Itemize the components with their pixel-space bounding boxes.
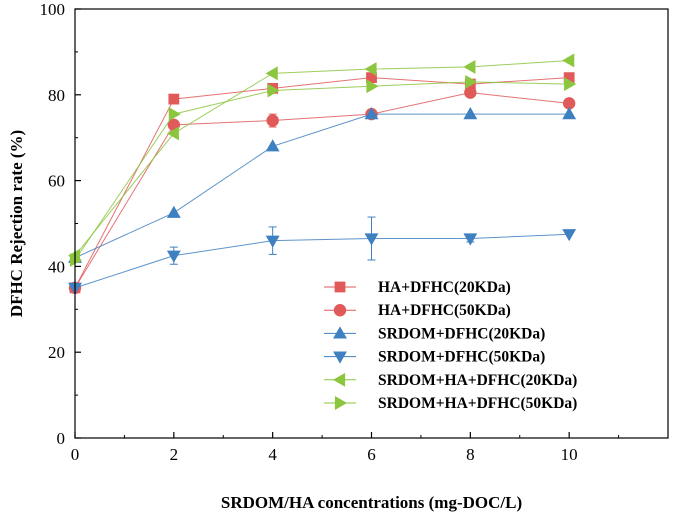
x-tick-label: 0 bbox=[71, 445, 80, 464]
data-point bbox=[463, 233, 478, 246]
data-point bbox=[69, 253, 83, 267]
y-tick-label: 80 bbox=[48, 86, 65, 105]
data-point bbox=[168, 107, 181, 122]
y-tick-label: 40 bbox=[48, 257, 65, 276]
data-point bbox=[364, 107, 379, 120]
series-line bbox=[74, 77, 570, 289]
y-tick-label: 60 bbox=[48, 172, 65, 191]
data-point bbox=[166, 250, 181, 263]
data-point bbox=[463, 59, 476, 74]
legend: HA+DFHC(20KDa) HA+DFHC(50KDa) SRDOM+DFHC(2… bbox=[324, 279, 577, 412]
legend-entry: HA+DFHC(50KDa) bbox=[324, 302, 511, 319]
x-tick-label: 6 bbox=[367, 445, 376, 464]
series-line bbox=[74, 113, 570, 259]
legend-entry: SRDOM+HA+DFHC(50KDa) bbox=[324, 395, 577, 412]
series-1 bbox=[69, 72, 575, 294]
data-point bbox=[265, 66, 278, 81]
data-point bbox=[562, 53, 575, 68]
legend-label: SRDOM+HA+DFHC(20KDa) bbox=[378, 372, 577, 389]
data-point bbox=[265, 139, 280, 152]
series-line bbox=[74, 233, 570, 289]
data-point bbox=[465, 74, 478, 89]
series-line bbox=[74, 92, 570, 289]
legend-marker bbox=[334, 396, 348, 410]
data-point bbox=[364, 62, 377, 76]
data-point bbox=[464, 86, 477, 99]
data-point bbox=[166, 126, 179, 141]
data-point bbox=[168, 93, 180, 105]
series-line bbox=[74, 59, 570, 256]
legend-marker bbox=[333, 304, 347, 317]
data-point bbox=[562, 229, 577, 242]
x-tick-label: 8 bbox=[466, 445, 475, 464]
data-point bbox=[562, 107, 577, 120]
x-axis-title: SRDOM/HA concentrations (mg-DOC/L) bbox=[221, 493, 522, 512]
y-tick-label: 0 bbox=[57, 429, 66, 448]
series-2 bbox=[68, 86, 576, 295]
legend-marker bbox=[333, 326, 347, 339]
data-point bbox=[366, 79, 379, 94]
legend-label: SRDOM+HA+DFHC(50KDa) bbox=[378, 395, 577, 412]
legend-label: SRDOM+DFHC(20KDa) bbox=[378, 325, 545, 342]
data-point bbox=[364, 233, 379, 246]
y-tick-label: 100 bbox=[40, 0, 66, 19]
legend-entry: SRDOM+DFHC(50KDa) bbox=[324, 349, 545, 366]
legend-entry: SRDOM+HA+DFHC(20KDa) bbox=[324, 372, 577, 389]
legend-marker bbox=[334, 281, 346, 293]
legend-entry: SRDOM+DFHC(20KDa) bbox=[324, 325, 545, 342]
series-6 bbox=[69, 74, 577, 267]
x-tick-label: 4 bbox=[268, 445, 277, 464]
legend-label: SRDOM+DFHC(50KDa) bbox=[378, 349, 545, 366]
x-tick-label: 10 bbox=[561, 445, 578, 464]
legend-label: HA+DFHC(50KDa) bbox=[378, 302, 511, 319]
data-point bbox=[564, 77, 577, 92]
y-axis-title: DFHC Rejection rate (%) bbox=[7, 130, 26, 317]
x-tick-label: 2 bbox=[170, 445, 179, 464]
legend-entry: HA+DFHC(20KDa) bbox=[324, 279, 511, 296]
data-point bbox=[265, 235, 280, 248]
data-point bbox=[463, 107, 478, 120]
legend-marker bbox=[332, 372, 346, 387]
legend-marker bbox=[333, 351, 347, 364]
data-point bbox=[166, 205, 181, 218]
data-point bbox=[266, 114, 279, 127]
series-layer bbox=[67, 53, 577, 295]
y-tick-label: 20 bbox=[48, 343, 65, 362]
series-line bbox=[74, 81, 570, 261]
data-point bbox=[267, 83, 280, 98]
legend-label: HA+DFHC(20KDa) bbox=[378, 279, 511, 296]
